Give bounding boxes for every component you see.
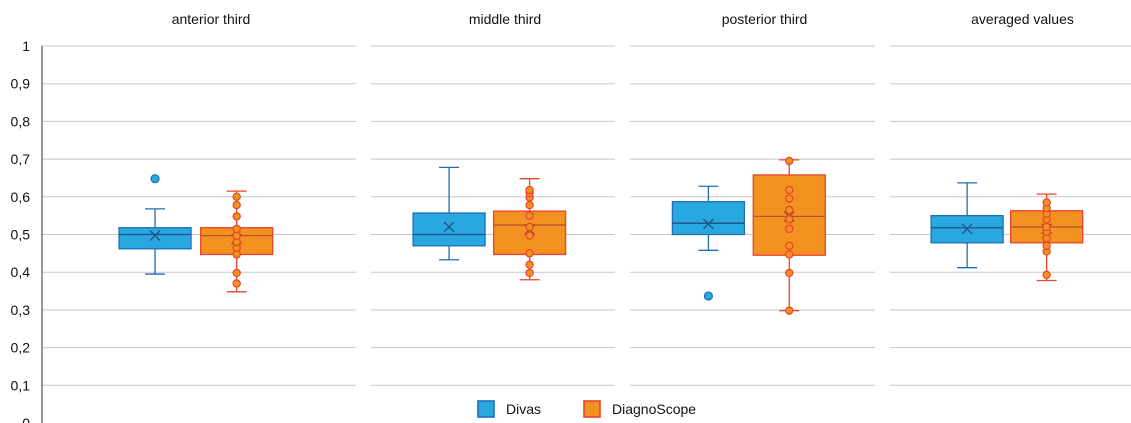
panel-posterior-third: posterior third <box>671 11 826 315</box>
data-point <box>232 192 241 201</box>
gridlines <box>42 45 1131 386</box>
y-tick-label: 0,3 <box>11 302 31 318</box>
y-tick-label: 0,2 <box>11 340 31 356</box>
legend-label: DiagnoScope <box>612 401 696 417</box>
box-diagnoscope <box>1010 193 1084 282</box>
data-point <box>1042 270 1051 280</box>
data-point <box>785 194 794 203</box>
y-tick-label: 0,9 <box>11 76 31 92</box>
data-point <box>232 231 241 240</box>
box-iqr <box>412 212 486 247</box>
mean-marker <box>961 223 973 235</box>
data-point <box>785 241 794 251</box>
data-point <box>785 156 794 166</box>
panel-title: middle third <box>469 11 541 27</box>
box-diagnoscope <box>752 156 826 315</box>
data-point <box>232 268 241 278</box>
legend-item-divas: Divas <box>477 400 541 418</box>
box-divas <box>671 185 746 301</box>
panel-averaged-values: averaged values <box>930 11 1084 282</box>
box-divas <box>930 182 1004 269</box>
box-iqr <box>118 227 192 250</box>
legend-item-diagnoscope: DiagnoScope <box>583 400 696 418</box>
data-point <box>785 306 794 315</box>
data-point <box>785 185 794 195</box>
data-point <box>785 250 794 259</box>
y-tick-label: 1 <box>22 38 30 54</box>
data-point <box>525 249 534 258</box>
legend-swatch <box>477 400 495 418</box>
data-point <box>232 200 241 210</box>
panel-title: posterior third <box>722 11 808 27</box>
data-point <box>232 250 241 259</box>
data-point <box>785 215 794 224</box>
y-tick-label: 0,6 <box>11 189 31 205</box>
panel-anterior-third: anterior third <box>118 11 274 293</box>
box-iqr <box>671 201 746 236</box>
data-point <box>785 268 794 278</box>
outlier-point <box>150 174 160 184</box>
y-tick-label: 0,1 <box>11 377 31 393</box>
mean-marker <box>149 230 161 242</box>
data-point <box>525 268 534 278</box>
panel-title: anterior third <box>172 11 251 27</box>
data-point <box>525 260 534 269</box>
panel-title: averaged values <box>971 11 1074 27</box>
box-divas <box>412 166 486 261</box>
data-point <box>232 212 241 221</box>
panel-middle-third: middle third <box>412 11 567 281</box>
y-tick-label: 0,5 <box>11 227 31 243</box>
data-point <box>1042 222 1051 232</box>
legend-label: Divas <box>506 401 541 417</box>
legend: Divas DiagnoScope <box>477 400 696 418</box>
box-diagnoscope <box>492 178 567 281</box>
y-tick-label: 0,8 <box>11 113 31 129</box>
box-diagnoscope <box>200 190 274 293</box>
data-point <box>232 279 241 288</box>
y-axis: 0 0,1 0,2 0,3 0,4 0,5 0,6 0,7 0,8 0,9 1 <box>11 38 43 423</box>
legend-swatch <box>583 400 601 418</box>
panels: anterior third middle third posterior thir… <box>118 11 1084 315</box>
y-tick-label: 0,7 <box>11 151 31 167</box>
box-divas <box>118 174 192 275</box>
y-tick-label: 0 <box>22 415 30 423</box>
mean-marker <box>702 218 714 230</box>
data-point <box>232 224 241 234</box>
data-point <box>785 205 794 215</box>
data-point <box>525 211 534 220</box>
data-point <box>1042 241 1051 251</box>
data-point <box>525 185 534 195</box>
y-tick-label: 0,4 <box>11 264 31 280</box>
mean-marker <box>443 221 455 233</box>
data-point <box>525 231 534 240</box>
data-point <box>525 200 534 210</box>
data-point <box>525 222 534 232</box>
data-point <box>785 224 794 234</box>
outlier-point <box>703 291 714 301</box>
data-point <box>1042 198 1051 207</box>
